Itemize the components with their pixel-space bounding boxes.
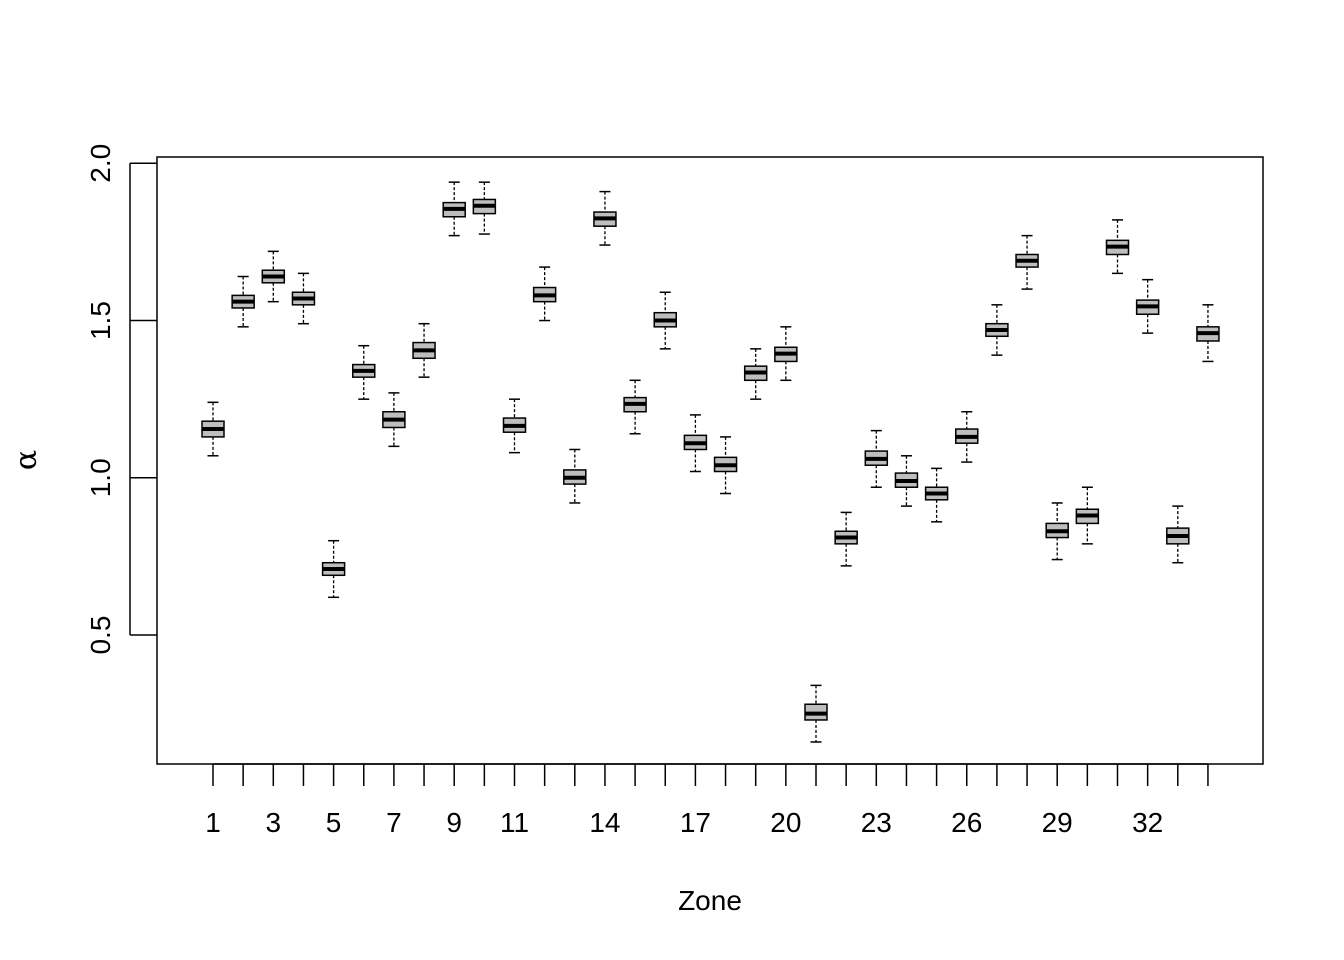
box-zone-10 [472, 181, 497, 235]
box-zone-7 [382, 392, 406, 448]
x-tick-label: 3 [266, 807, 282, 838]
box-zone-5 [321, 539, 346, 599]
box-zone-32 [1135, 278, 1160, 334]
x-tick-label: 11 [500, 807, 529, 838]
x-tick-label: 17 [680, 807, 711, 838]
x-tick-label: 9 [446, 807, 462, 838]
box-zone-21 [804, 684, 828, 743]
plot-frame [156, 156, 1264, 765]
box-zone-27 [985, 304, 1009, 356]
y-axis-label: α [9, 450, 44, 470]
x-tick-label: 29 [1042, 807, 1073, 838]
box-zone-3 [261, 250, 286, 303]
box-zone-12 [532, 266, 557, 322]
x-axis-label: Zone [678, 885, 742, 916]
box-zone-16 [653, 291, 677, 350]
y-tick-label: 1.0 [85, 458, 116, 497]
boxes-layer [201, 181, 1220, 743]
box-zone-11 [502, 398, 527, 454]
box-zone-2 [231, 275, 255, 328]
x-axis: 1 3 5 7 9 11 14 17 20 23 26 29 32 [205, 763, 1209, 838]
box-zone-9 [442, 181, 466, 237]
box-zone-24 [894, 455, 919, 507]
x-tick-label: 1 [205, 807, 221, 838]
y-tick-label: 0.5 [85, 616, 116, 655]
box-zone-8 [412, 322, 436, 378]
box-zone-18 [713, 436, 738, 495]
box-zone-13 [563, 448, 587, 504]
box-zone-31 [1105, 219, 1130, 275]
box-zone-15 [623, 379, 647, 435]
box-zone-20 [774, 326, 798, 382]
y-tick-label: 1.5 [85, 301, 116, 340]
x-tick-label: 20 [770, 807, 801, 838]
box-zone-22 [834, 511, 858, 567]
box-zone-1 [201, 401, 225, 457]
box-zone-33 [1166, 505, 1190, 564]
box-zone-17 [683, 414, 708, 473]
box-zone-4 [291, 272, 316, 325]
box-zone-25 [924, 467, 949, 523]
box-zone-30 [1075, 486, 1100, 545]
x-tick-label: 26 [951, 807, 982, 838]
box-zone-23 [864, 429, 889, 488]
y-tick-label: 2.0 [85, 144, 116, 183]
box-zone-6 [352, 344, 376, 400]
x-tick-label: 14 [589, 807, 620, 838]
box-zone-28 [1015, 234, 1039, 290]
box-zone-34 [1196, 304, 1220, 363]
box-zone-29 [1045, 502, 1069, 561]
x-tick-label: 32 [1132, 807, 1163, 838]
y-axis: 0.5 1.0 1.5 2.0 [85, 144, 157, 655]
x-tick-label: 5 [326, 807, 342, 838]
x-tick-label: 23 [861, 807, 892, 838]
box-zone-19 [743, 348, 768, 400]
box-zone-26 [955, 411, 979, 463]
box-zone-14 [593, 190, 617, 246]
x-tick-label: 7 [386, 807, 402, 838]
